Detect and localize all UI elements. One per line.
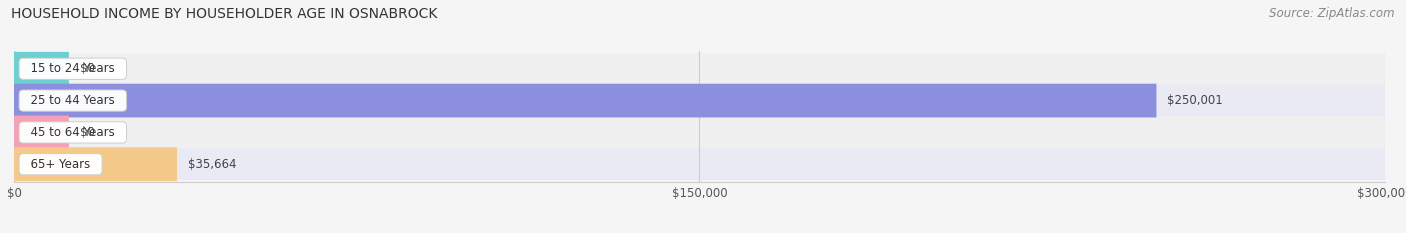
Text: HOUSEHOLD INCOME BY HOUSEHOLDER AGE IN OSNABROCK: HOUSEHOLD INCOME BY HOUSEHOLDER AGE IN O… xyxy=(11,7,437,21)
Text: Source: ZipAtlas.com: Source: ZipAtlas.com xyxy=(1270,7,1395,20)
FancyBboxPatch shape xyxy=(14,148,1385,180)
Text: 15 to 24 Years: 15 to 24 Years xyxy=(22,62,122,75)
Text: $0: $0 xyxy=(80,126,94,139)
Text: 65+ Years: 65+ Years xyxy=(22,158,98,171)
Text: $250,001: $250,001 xyxy=(1167,94,1223,107)
Text: $0: $0 xyxy=(80,62,94,75)
Text: 25 to 44 Years: 25 to 44 Years xyxy=(22,94,122,107)
FancyBboxPatch shape xyxy=(14,147,177,181)
FancyBboxPatch shape xyxy=(14,84,1157,117)
FancyBboxPatch shape xyxy=(14,116,69,149)
FancyBboxPatch shape xyxy=(14,85,1385,116)
FancyBboxPatch shape xyxy=(14,53,1385,85)
Text: 45 to 64 Years: 45 to 64 Years xyxy=(22,126,122,139)
FancyBboxPatch shape xyxy=(14,52,69,86)
FancyBboxPatch shape xyxy=(14,116,1385,148)
Text: $35,664: $35,664 xyxy=(188,158,236,171)
